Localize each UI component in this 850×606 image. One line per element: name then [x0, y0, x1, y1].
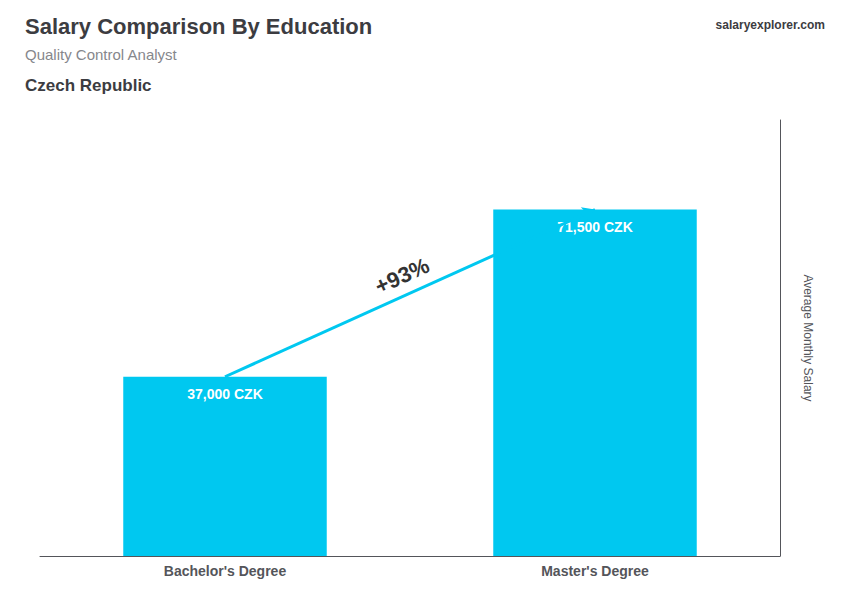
svg-text:Czech Republic: Czech Republic	[25, 76, 152, 95]
svg-text:37,000 CZK: 37,000 CZK	[187, 386, 262, 402]
svg-text:salaryexplorer.com: salaryexplorer.com	[716, 18, 825, 32]
svg-text:Salary Comparison By Education: Salary Comparison By Education	[25, 14, 372, 39]
svg-text:Master's Degree: Master's Degree	[541, 563, 649, 579]
svg-text:Quality Control Analyst: Quality Control Analyst	[25, 46, 178, 63]
svg-text:71,500 CZK: 71,500 CZK	[557, 218, 633, 235]
svg-text:+93%: +93%	[371, 253, 433, 299]
svg-text:Average Monthly Salary: Average Monthly Salary	[801, 274, 815, 401]
svg-text:Bachelor's Degree: Bachelor's Degree	[164, 563, 287, 579]
